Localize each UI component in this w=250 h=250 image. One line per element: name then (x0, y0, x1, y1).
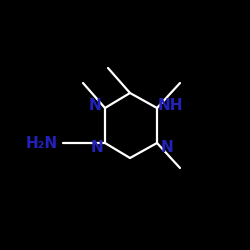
Text: H₂N: H₂N (26, 136, 58, 150)
Text: N: N (90, 140, 104, 156)
Text: NH: NH (157, 98, 183, 114)
Text: N: N (88, 98, 102, 114)
Text: N: N (160, 140, 173, 156)
